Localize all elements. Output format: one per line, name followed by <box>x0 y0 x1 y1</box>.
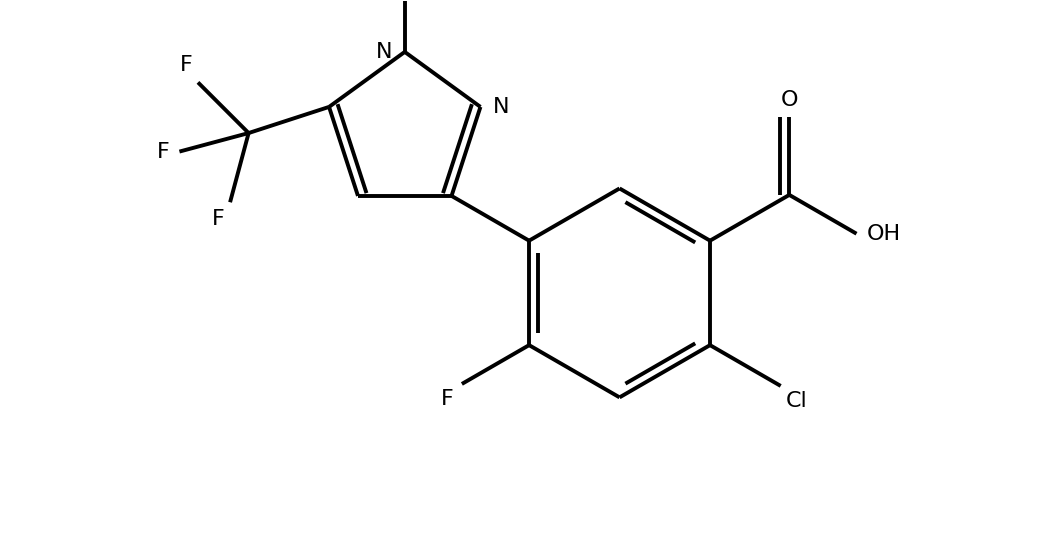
Text: F: F <box>180 55 193 76</box>
Text: F: F <box>213 209 226 229</box>
Text: OH: OH <box>866 224 900 244</box>
Text: O: O <box>781 90 798 110</box>
Text: N: N <box>493 97 509 117</box>
Text: N: N <box>377 42 393 62</box>
Text: F: F <box>442 389 454 409</box>
Text: Cl: Cl <box>785 391 808 411</box>
Text: F: F <box>156 141 169 162</box>
